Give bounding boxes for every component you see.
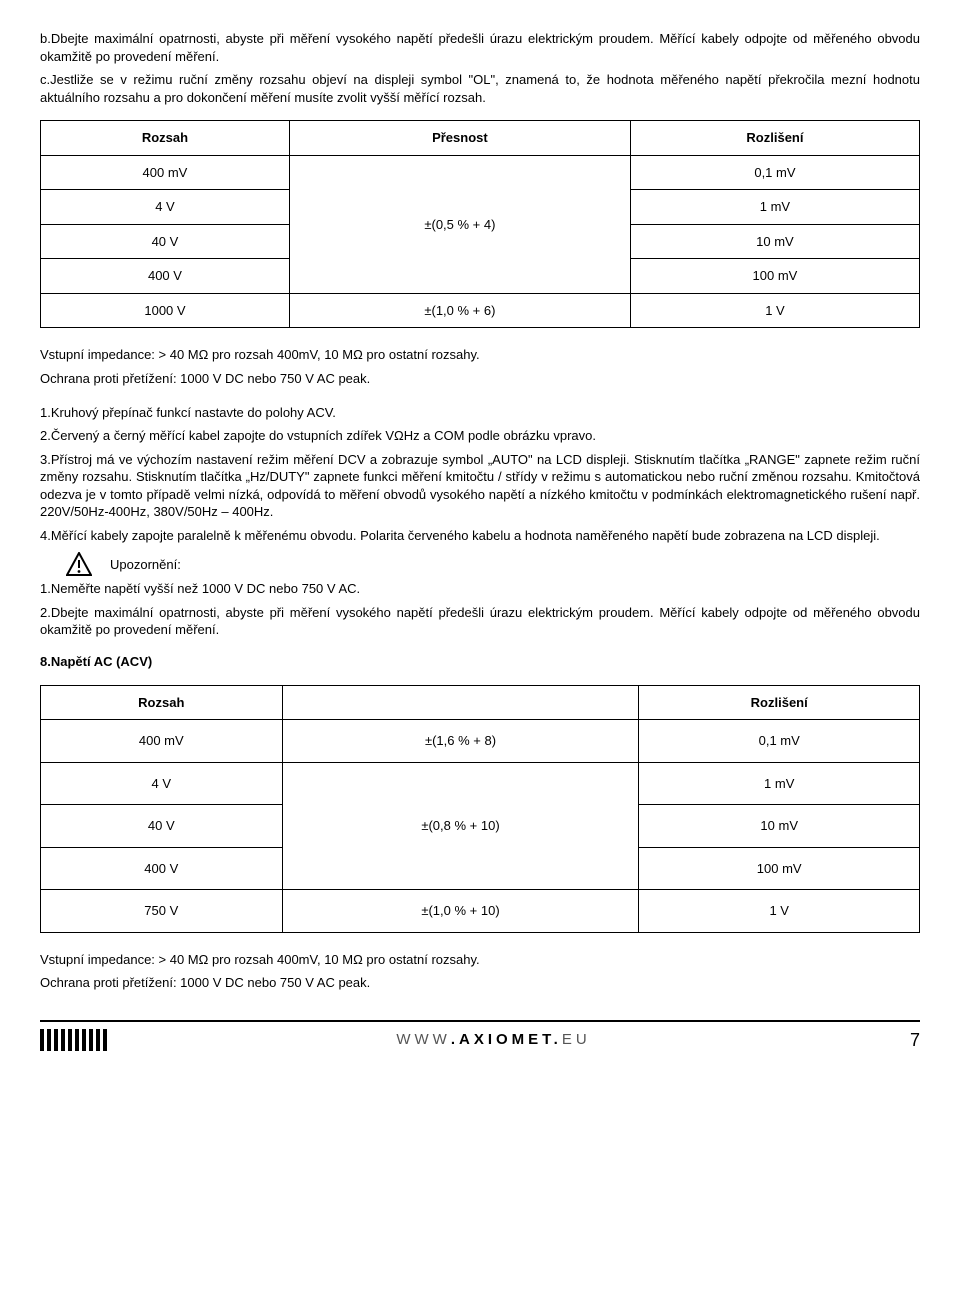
paragraph-b: b.Dbejte maximální opatrnosti, abyste př… — [40, 30, 920, 65]
th-accuracy: Přesnost — [289, 121, 630, 156]
protection-note: Ochrana proti přetížení: 1000 V DC nebo … — [40, 370, 920, 388]
cell: ±(1,0 % + 6) — [289, 293, 630, 328]
warning-2: 2.Dbejte maximální opatrnosti, abyste př… — [40, 604, 920, 639]
cell: 40 V — [41, 224, 290, 259]
protection-note-2: Ochrana proti přetížení: 1000 V DC nebo … — [40, 974, 920, 992]
cell: 1 mV — [630, 190, 919, 225]
cell: 400 mV — [41, 155, 290, 190]
cell: 4 V — [41, 190, 290, 225]
cell: 1 V — [630, 293, 919, 328]
cell: 400 mV — [41, 720, 283, 763]
table-dcv: Rozsah Přesnost Rozlišení 400 mV ±(0,5 %… — [40, 120, 920, 328]
warning-1: 1.Neměřte napětí vyšší než 1000 V DC neb… — [40, 580, 920, 598]
paragraph-c: c.Jestliže se v režimu ruční změny rozsa… — [40, 71, 920, 106]
th-empty — [282, 685, 639, 720]
cell: 0,1 mV — [639, 720, 920, 763]
warning-icon — [66, 552, 92, 576]
impedance-note: Vstupní impedance: > 40 MΩ pro rozsah 40… — [40, 346, 920, 364]
step-1: 1.Kruhový přepínač funkcí nastavte do po… — [40, 404, 920, 422]
cell: 10 mV — [639, 805, 920, 848]
cell: 750 V — [41, 890, 283, 933]
th-resolution: Rozlišení — [630, 121, 919, 156]
cell: 1000 V — [41, 293, 290, 328]
cell: 0,1 mV — [630, 155, 919, 190]
step-2: 2.Červený a černý měřící kabel zapojte d… — [40, 427, 920, 445]
table-acv: Rozsah Rozlišení 400 mV ±(1,6 % + 8) 0,1… — [40, 685, 920, 933]
cell: 1 V — [639, 890, 920, 933]
cell: 100 mV — [630, 259, 919, 294]
cell-accuracy-group: ±(0,5 % + 4) — [289, 155, 630, 293]
cell-accuracy-group: ±(0,8 % + 10) — [282, 762, 639, 890]
cell: ±(1,0 % + 10) — [282, 890, 639, 933]
cell: 40 V — [41, 805, 283, 848]
barcode-icon — [40, 1029, 107, 1051]
cell: 4 V — [41, 762, 283, 805]
page-footer: www.axiomet.eu 7 — [40, 1020, 920, 1052]
th-range: Rozsah — [41, 121, 290, 156]
cell: 400 V — [41, 259, 290, 294]
step-3: 3.Přístroj má ve výchozím nastavení reži… — [40, 451, 920, 521]
cell: ±(1,6 % + 8) — [282, 720, 639, 763]
step-4: 4.Měřící kabely zapojte paralelně k měře… — [40, 527, 920, 545]
cell: 400 V — [41, 847, 283, 890]
cell: 1 mV — [639, 762, 920, 805]
cell: 10 mV — [630, 224, 919, 259]
page-number: 7 — [880, 1028, 920, 1052]
th-range: Rozsah — [41, 685, 283, 720]
cell: 100 mV — [639, 847, 920, 890]
impedance-note-2: Vstupní impedance: > 40 MΩ pro rozsah 40… — [40, 951, 920, 969]
footer-url: www.axiomet.eu — [396, 1030, 590, 1050]
section-8-title: 8.Napětí AC (ACV) — [40, 654, 152, 669]
warning-label: Upozornění: — [110, 556, 181, 574]
th-resolution: Rozlišení — [639, 685, 920, 720]
